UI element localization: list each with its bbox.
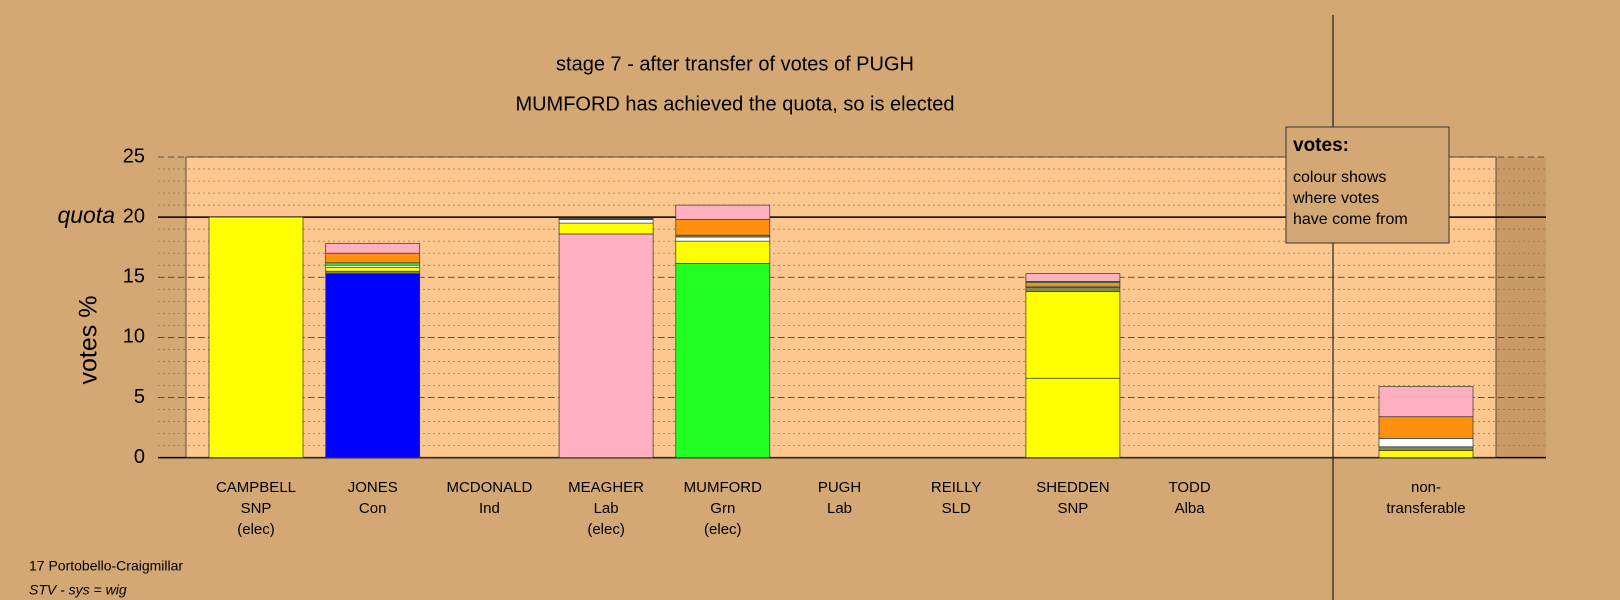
bar-segment <box>325 262 421 266</box>
bar-segment <box>1025 287 1121 293</box>
bar-segment <box>675 204 771 220</box>
bar-segment <box>1378 416 1474 439</box>
x-tick-label: Alba <box>1175 500 1206 517</box>
bar-segment <box>1025 291 1121 379</box>
x-tick-label: PUGH <box>818 479 861 496</box>
legend-title: votes: <box>1293 135 1349 156</box>
y-axis-label: votes % <box>75 296 103 385</box>
chart-subtitle: MUMFORD has achieved the quota, so is el… <box>515 93 954 115</box>
legend-line: colour shows <box>1293 169 1386 186</box>
bar-segment <box>208 216 304 458</box>
bar-segment <box>1025 282 1121 287</box>
x-tick-label: SNP <box>1057 500 1088 517</box>
x-tick-label: Con <box>359 500 387 517</box>
y-tick-label: 10 <box>123 326 145 348</box>
x-tick-label: transferable <box>1386 500 1465 517</box>
bar-segment <box>325 243 421 254</box>
x-tick-label: REILLY <box>931 479 982 496</box>
bar-segment <box>675 219 771 236</box>
legend-line: have come from <box>1293 211 1408 228</box>
bar-segment <box>558 219 654 224</box>
bar-segment <box>1378 446 1474 451</box>
x-tick-label: Lab <box>594 500 619 517</box>
bar-segment <box>675 236 771 242</box>
x-tick-label: TODD <box>1168 479 1210 496</box>
plot-margin <box>1496 157 1546 457</box>
y-tick-label: 15 <box>123 266 145 288</box>
quota-label: quota <box>57 202 115 228</box>
bar-segment <box>325 267 421 272</box>
x-tick-label: (elec) <box>704 521 742 538</box>
x-tick-label: MCDONALD <box>446 479 532 496</box>
x-tick-label: Lab <box>827 500 852 517</box>
x-tick-label: non- <box>1411 479 1441 496</box>
x-tick-label: SNP <box>241 500 272 517</box>
x-tick-label: JONES <box>348 479 398 496</box>
y-tick-label: 20 <box>123 205 145 227</box>
y-tick-label: 25 <box>123 145 145 167</box>
bar-segment <box>1378 386 1474 418</box>
legend-line: where votes <box>1292 190 1379 207</box>
x-tick-label: SHEDDEN <box>1036 479 1109 496</box>
bar-segment <box>558 222 654 235</box>
bar-segment <box>1025 273 1121 282</box>
y-tick-label: 5 <box>134 386 145 408</box>
legend: votes: colour shows where votes have com… <box>1285 126 1450 244</box>
plot-frame <box>185 156 1497 459</box>
x-tick-label: Grn <box>710 500 735 517</box>
x-tick-label: CAMPBELL <box>216 479 296 496</box>
footer-system: STV - sys = wig <box>29 582 127 598</box>
chart-title: stage 7 - after transfer of votes of PUG… <box>556 53 914 75</box>
x-tick-label: (elec) <box>237 521 275 538</box>
bar-segment <box>325 270 421 274</box>
x-tick-label: SLD <box>942 500 971 517</box>
y-tick-label: 0 <box>134 446 145 468</box>
bar-segment <box>1378 438 1474 448</box>
bar-segment <box>325 273 421 458</box>
x-tick-label: Ind <box>479 500 500 517</box>
bar-segment <box>1378 450 1474 458</box>
legend-box <box>1285 126 1450 244</box>
bar-segment <box>675 263 771 458</box>
bar-segment <box>558 217 654 220</box>
bar-segment <box>558 233 654 458</box>
bar-segment <box>325 252 421 264</box>
bar-segment <box>325 264 421 268</box>
x-tick-label: MEAGHER <box>568 479 644 496</box>
bar-segment <box>675 240 771 264</box>
bar-segment <box>1025 377 1121 458</box>
footer-ward: 17 Portobello-Craigmillar <box>29 558 183 574</box>
x-tick-label: MUMFORD <box>684 479 762 496</box>
x-tick-label: (elec) <box>587 521 625 538</box>
